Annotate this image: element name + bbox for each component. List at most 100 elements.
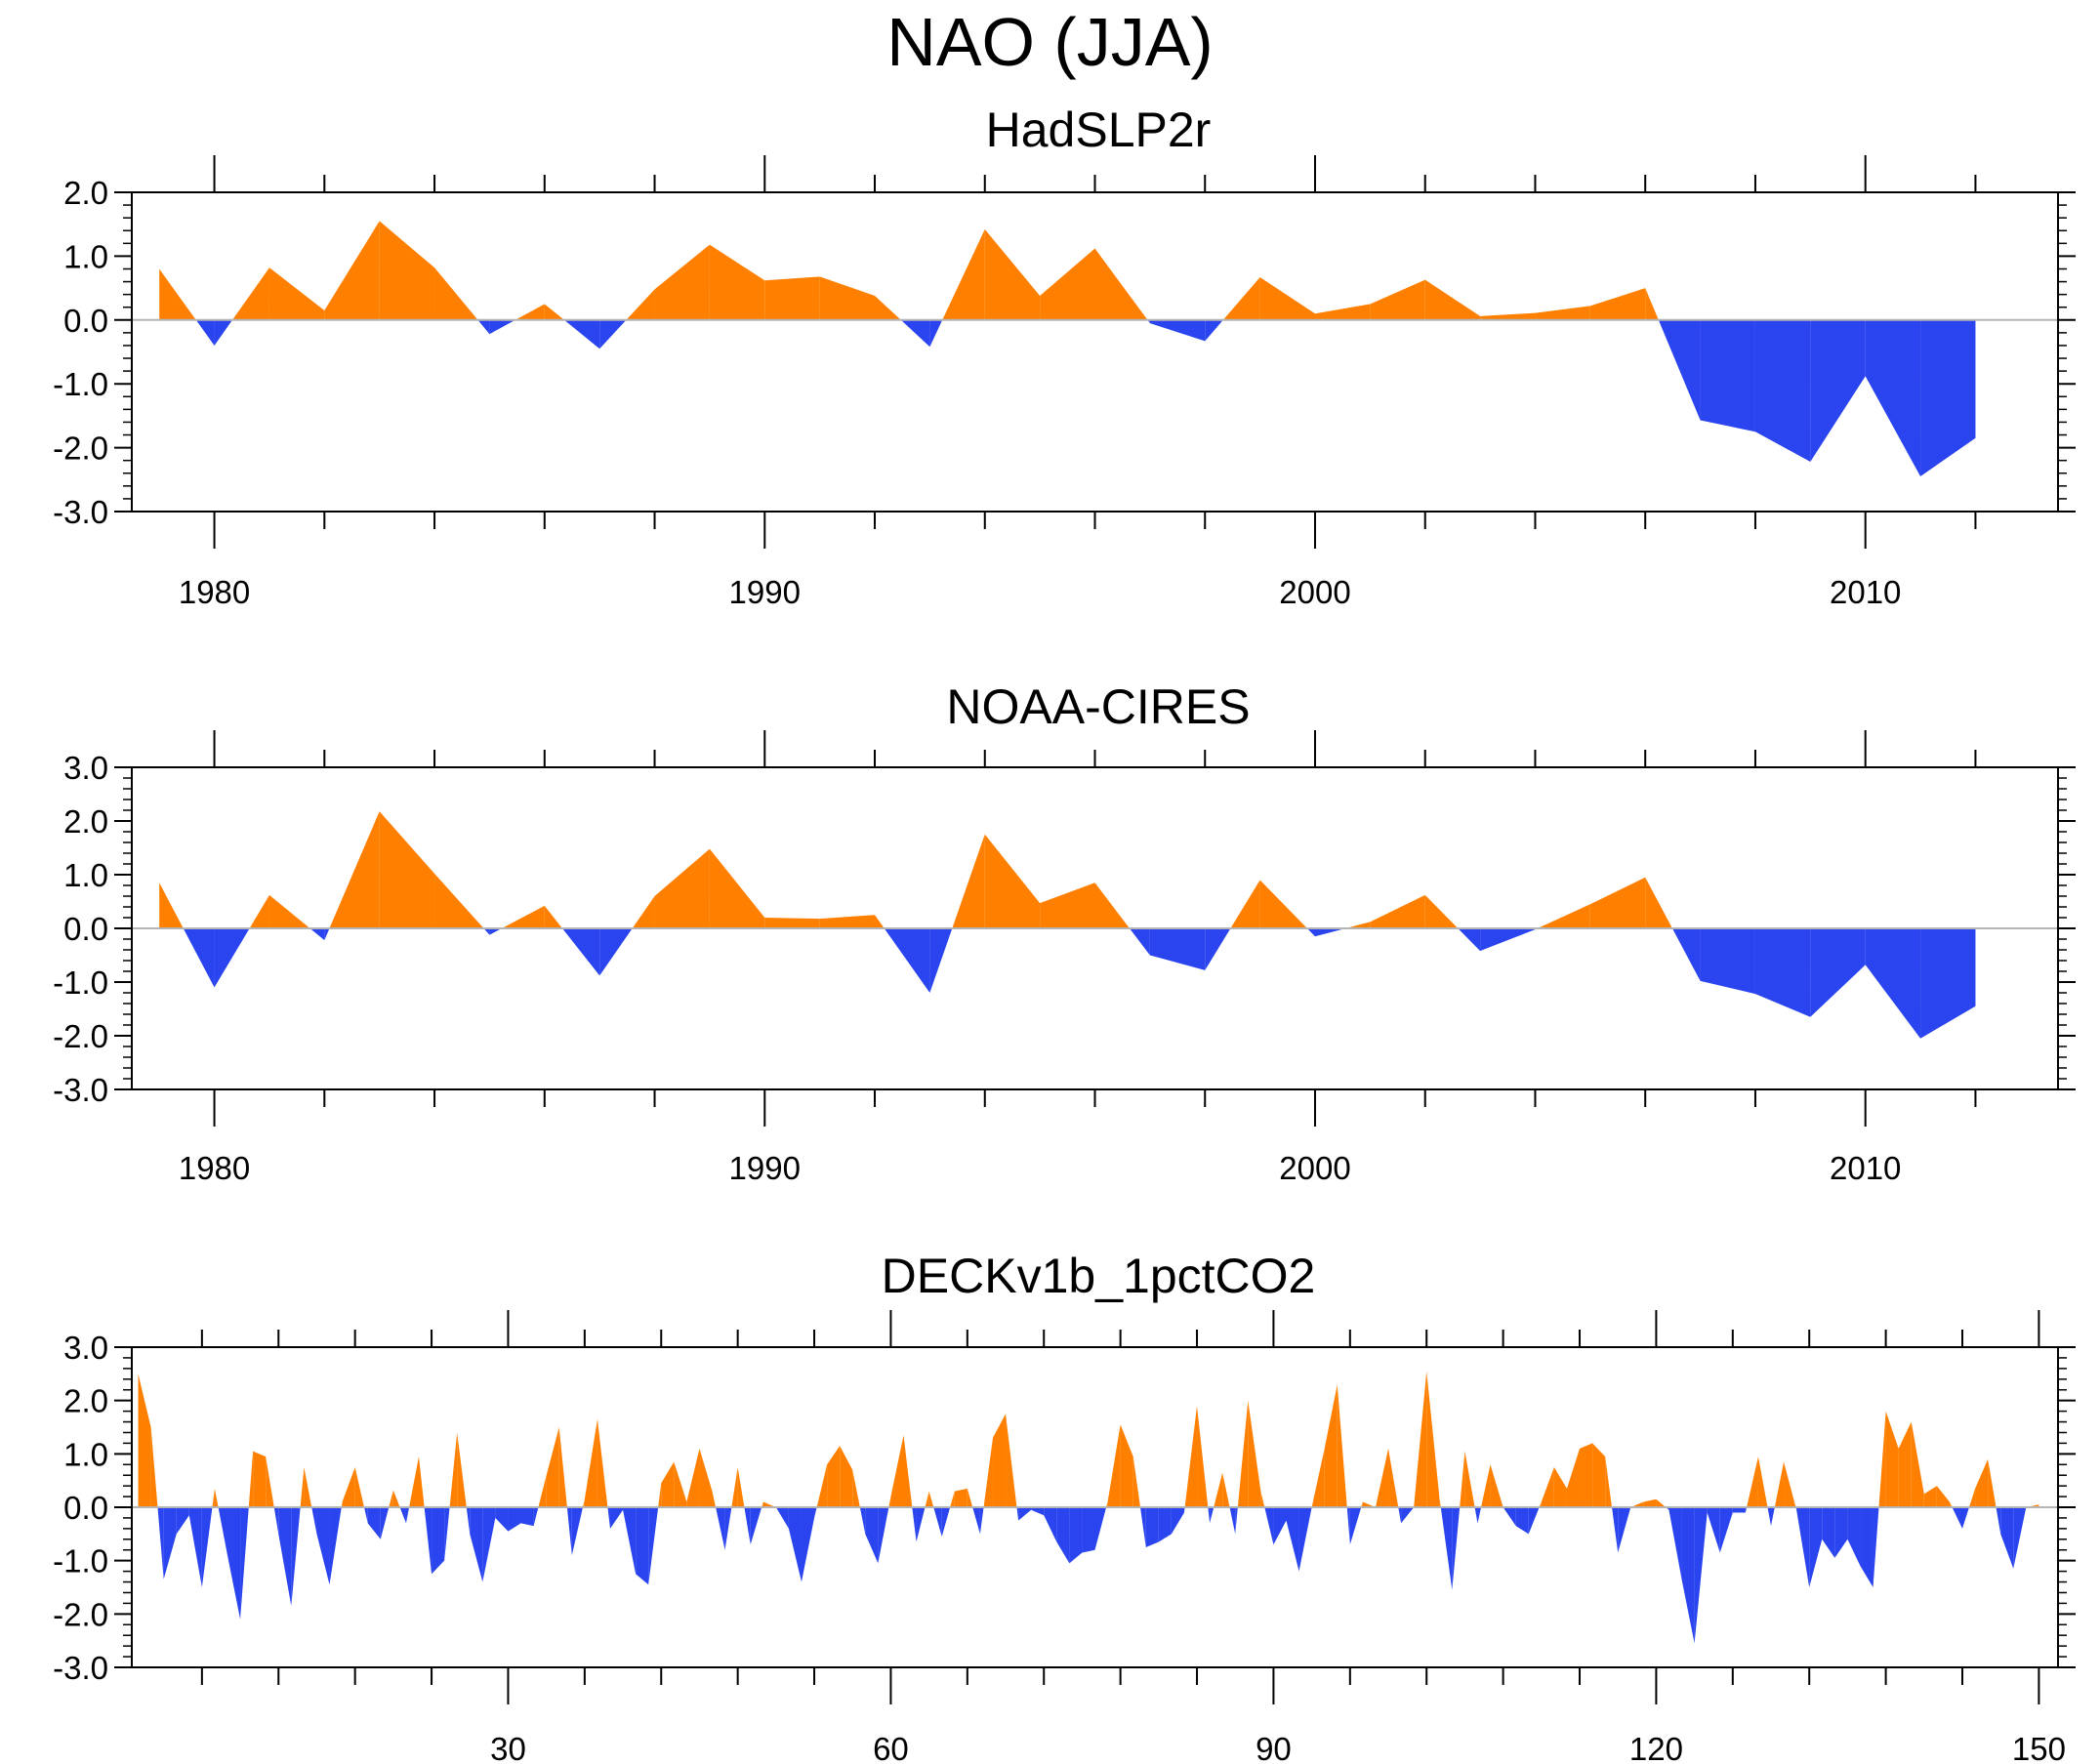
y-tick-label: 2.0: [63, 1383, 108, 1419]
negative-area-segment: [466, 1507, 471, 1535]
positive-area-segment: [890, 1435, 904, 1507]
negative-area-segment: [483, 928, 490, 935]
positive-area-segment: [546, 1427, 559, 1507]
positive-area-segment: [1237, 1400, 1249, 1507]
negative-area-segment: [195, 319, 215, 346]
negative-area-segment: [859, 1507, 866, 1535]
negative-area-segment: [1208, 1507, 1211, 1524]
positive-area-segment: [819, 915, 876, 928]
y-tick-label: 2.0: [63, 803, 108, 840]
positive-area-segment: [1923, 1486, 1937, 1507]
positive-area-segment: [1589, 877, 1646, 928]
negative-area-segment: [2013, 1507, 2027, 1569]
positive-area-segment: [1259, 880, 1307, 928]
negative-area-segment: [1810, 319, 1866, 462]
negative-area-segment: [1962, 1507, 1969, 1529]
positive-area-segment: [354, 1467, 364, 1507]
y-tick-label: 0.0: [63, 303, 108, 339]
y-tick-label: -3.0: [53, 1650, 108, 1686]
positive-area-segment: [1362, 1501, 1376, 1507]
positive-area-segment: [1120, 1424, 1133, 1507]
negative-area-segment: [607, 1507, 610, 1529]
positive-area-segment: [1311, 1448, 1325, 1507]
positive-area-segment: [538, 1475, 547, 1507]
positive-area-segment: [632, 896, 655, 928]
negative-area-segment: [1920, 319, 1976, 477]
negative-area-segment: [1082, 1507, 1095, 1553]
negative-area-segment: [367, 1507, 381, 1539]
y-tick-label: -2.0: [53, 1018, 108, 1054]
panel-title: DECKv1b_1pctCO2: [882, 1249, 1316, 1303]
negative-area-segment: [916, 1507, 926, 1542]
positive-area-segment: [1553, 1467, 1567, 1507]
negative-area-segment: [1140, 1507, 1146, 1547]
panel-title: HadSLP2r: [986, 103, 1212, 157]
negative-area-segment: [1031, 1507, 1045, 1516]
positive-area-segment: [903, 1435, 913, 1507]
negative-area-segment: [1273, 1507, 1287, 1545]
negative-area-segment: [1612, 1507, 1619, 1553]
positive-area-segment: [159, 882, 184, 928]
positive-area-segment: [232, 267, 269, 320]
negative-area-segment: [1745, 1507, 1748, 1513]
negative-area-segment: [1860, 1507, 1874, 1587]
positive-area-segment: [1375, 1448, 1389, 1507]
negative-area-segment: [1235, 1507, 1238, 1535]
positive-area-segment: [1885, 1411, 1899, 1507]
negative-area-segment: [1865, 319, 1921, 477]
negative-area-segment: [329, 1507, 342, 1585]
positive-area-segment: [1975, 1458, 1989, 1507]
negative-area-segment: [801, 1507, 815, 1582]
negative-area-segment: [1873, 1507, 1879, 1587]
x-tick-label: 30: [490, 1731, 526, 1764]
positive-area-segment: [249, 894, 269, 928]
y-tick-label: -1.0: [53, 964, 108, 1001]
negative-area-segment: [1810, 928, 1866, 1017]
negative-area-segment: [716, 1507, 725, 1550]
positive-area-segment: [840, 1446, 853, 1507]
panel-hadslp2r: HadSLP2r -3.0 -2.0 -1.0 0.0 1.0 2.0 1980 1990 20…: [53, 103, 2076, 610]
negative-area-segment: [1205, 928, 1231, 970]
positive-area-segment: [253, 1451, 267, 1507]
positive-area-segment: [954, 1488, 968, 1507]
negative-area-segment: [912, 1507, 917, 1542]
negative-area-segment: [1671, 928, 1701, 981]
positive-area-segment: [1630, 1501, 1644, 1507]
positive-area-segment: [515, 304, 545, 320]
x-tick-label: 2000: [1279, 574, 1350, 610]
positive-area-segment: [544, 304, 564, 320]
negative-area-segment: [1398, 1507, 1402, 1524]
negative-area-segment: [1732, 1507, 1746, 1513]
negative-area-segment: [1754, 319, 1811, 462]
positive-area-segment: [584, 1418, 597, 1507]
positive-area-segment: [712, 1491, 717, 1507]
negative-area-segment: [1149, 928, 1206, 970]
positive-area-segment: [266, 1456, 274, 1507]
positive-area-segment: [1370, 894, 1425, 928]
positive-area-segment: [699, 1448, 713, 1507]
positive-area-segment: [1757, 1456, 1768, 1507]
negative-area-segment: [563, 319, 600, 349]
positive-area-segment: [1645, 877, 1672, 928]
positive-area-segment: [1898, 1421, 1912, 1507]
positive-area-segment: [1580, 1443, 1593, 1507]
positive-area-segment: [304, 1467, 312, 1507]
positive-area-segment: [950, 1491, 955, 1507]
negative-area-segment: [599, 928, 633, 976]
negative-area-segment: [1796, 1507, 1810, 1587]
x-tick-label: 150: [2012, 1731, 2066, 1764]
positive-area-segment: [737, 1467, 745, 1507]
positive-area-segment: [816, 1464, 828, 1507]
negative-area-segment: [1210, 1507, 1215, 1524]
x-tick-label: 1980: [179, 1150, 250, 1186]
positive-area-segment: [1643, 1498, 1657, 1507]
negative-area-segment: [1920, 928, 1976, 1039]
negative-area-segment: [520, 1507, 534, 1527]
positive-area-segment: [544, 905, 562, 928]
positive-area-segment: [1314, 304, 1371, 320]
negative-area-segment: [316, 1507, 330, 1585]
positive-area-segment: [1222, 1472, 1230, 1507]
positive-area-segment: [686, 1448, 700, 1507]
positive-area-segment: [1132, 1456, 1141, 1507]
